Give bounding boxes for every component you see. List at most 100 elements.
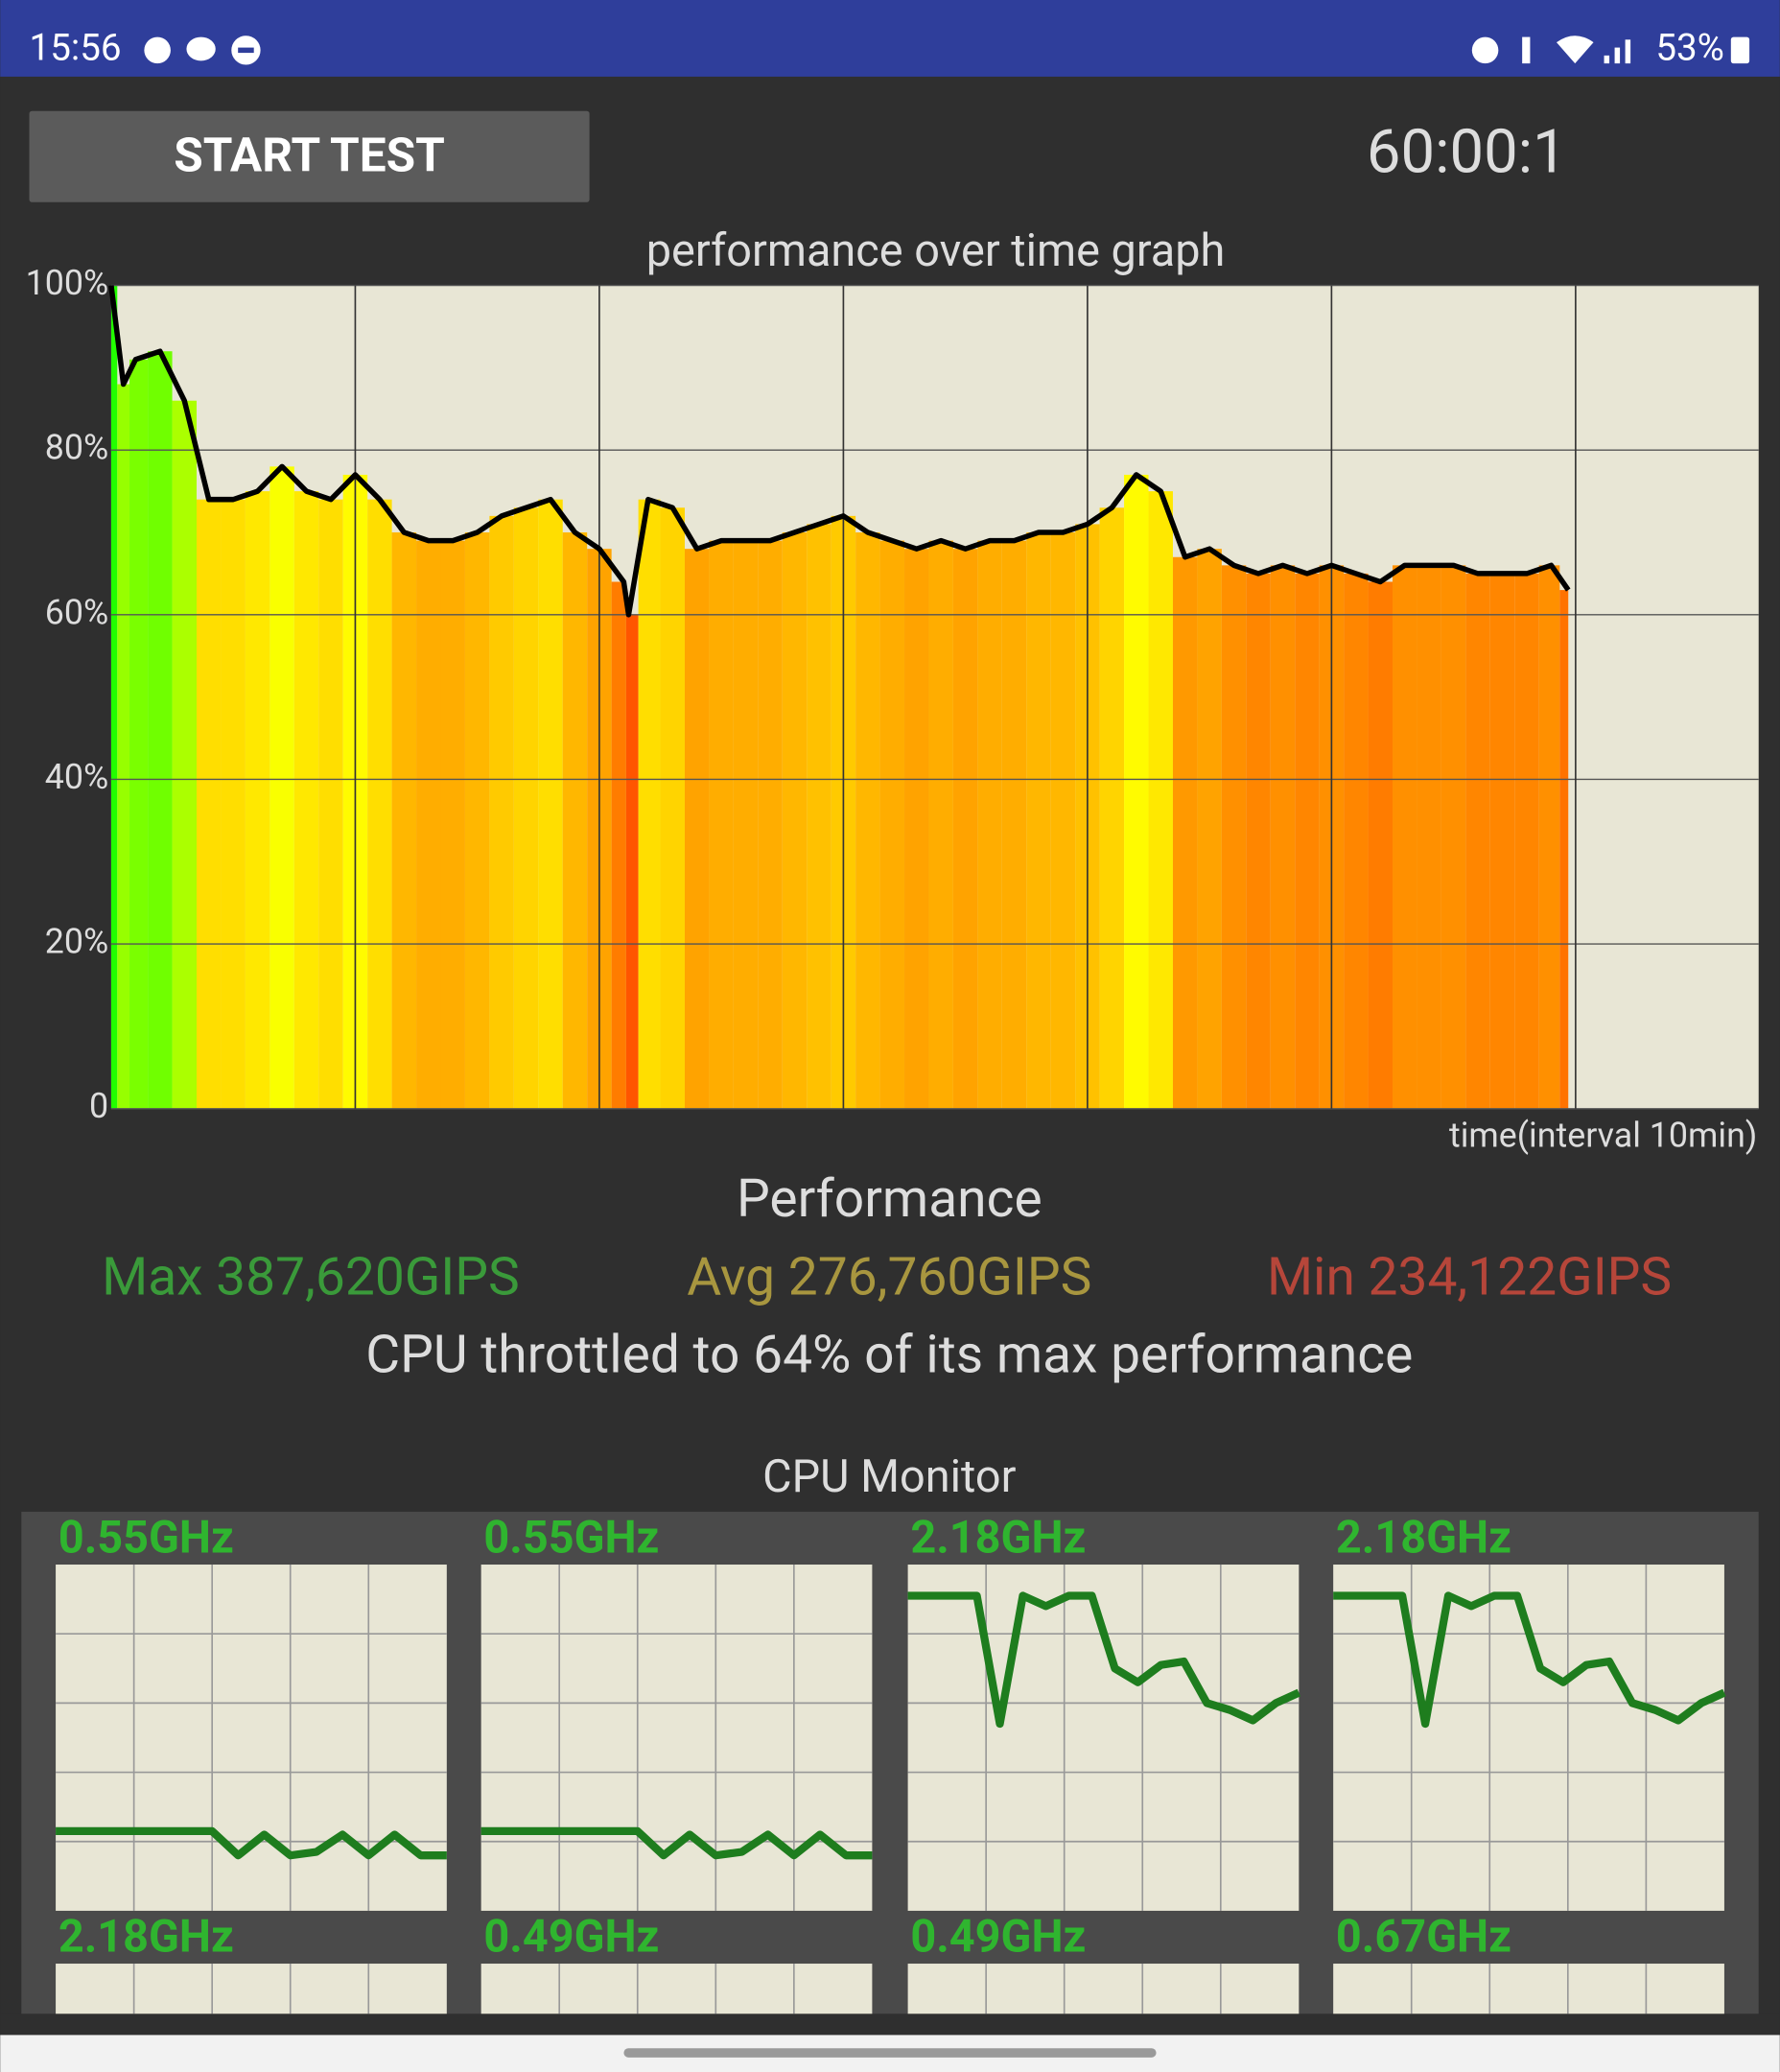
- heat-bar: [709, 540, 734, 1109]
- y-tick-label: 20%: [45, 922, 108, 962]
- core-frequency: 0.55GHz: [59, 1513, 234, 1565]
- heat-bar: [1538, 565, 1560, 1109]
- heat-bar: [660, 507, 685, 1109]
- core-graph: [480, 1565, 873, 1911]
- heat-bar: [1246, 573, 1271, 1109]
- cpu-monitor-title: CPU Monitor: [762, 1451, 1016, 1503]
- heat-bar: [855, 532, 880, 1109]
- grid: [110, 284, 1759, 1110]
- avg-performance: Avg 276,760GIPS: [687, 1246, 1091, 1307]
- cores: 0.55GHz 0.55GHz 2.18GHz 2.18GHz 2.18GHz 0.49G…: [56, 1513, 1726, 2014]
- heat-bar: [221, 499, 246, 1109]
- min-performance: Min 234,122GIPS: [1267, 1246, 1672, 1307]
- heat-bar: [904, 549, 929, 1109]
- heat-bar: [1465, 573, 1490, 1109]
- heat-bar: [758, 540, 783, 1109]
- heat-bar: [1221, 565, 1247, 1109]
- heat-bar: [245, 491, 270, 1109]
- heat-bar: [293, 491, 319, 1109]
- y-tick-label: 40%: [45, 757, 108, 797]
- timer: 60:00:1: [1367, 116, 1567, 187]
- core-graph: [1333, 1565, 1724, 1911]
- panel-bottom: [0, 2013, 1780, 2036]
- heat-bar: [611, 581, 626, 1109]
- heat-bar: [1344, 573, 1369, 1109]
- core-graph: [1333, 1964, 1724, 2014]
- heat-bar: [1295, 573, 1320, 1109]
- core-history-line: [907, 1591, 1301, 1729]
- core-frequency: 2.18GHz: [910, 1513, 1086, 1565]
- heat-bar: [391, 532, 417, 1109]
- heat-bar: [464, 532, 490, 1109]
- heat-bar: [129, 359, 149, 1109]
- heat-bar: [172, 400, 198, 1109]
- status-icons-left: [144, 35, 261, 65]
- heat-bar: [625, 614, 639, 1109]
- heat-bar: [733, 540, 759, 1109]
- status-icons-right: [1471, 35, 1750, 64]
- heat-bar: [148, 351, 173, 1109]
- heat-bar: [684, 549, 710, 1109]
- core-frequency: 2.18GHz: [1336, 1513, 1511, 1565]
- heat-bar: [1368, 581, 1394, 1109]
- core-graph: [56, 1565, 447, 1911]
- core-graph: [56, 1964, 447, 2014]
- y-tick-label: 80%: [45, 428, 108, 468]
- heat-bar: [538, 499, 563, 1109]
- heat-bar: [1050, 532, 1076, 1109]
- heat-bar: [117, 384, 130, 1109]
- heat-bar: [416, 540, 441, 1109]
- start-test-button[interactable]: [29, 110, 590, 202]
- heat-bar: [1393, 565, 1417, 1109]
- heat-bar: [807, 524, 831, 1109]
- heat-bar: [1197, 549, 1222, 1109]
- status-time: 15:56: [30, 27, 122, 70]
- y-tick-label: 60%: [45, 592, 108, 632]
- x-axis-label: time(interval 10min): [1449, 1116, 1757, 1156]
- heat-bar: [1417, 565, 1441, 1109]
- core-frequency: 0.49GHz: [910, 1912, 1086, 1964]
- heat-bar: [1270, 565, 1296, 1109]
- heat-bar: [1172, 556, 1198, 1109]
- core-frequency: 0.55GHz: [483, 1513, 659, 1565]
- core-frequency: 0.67GHz: [1336, 1912, 1511, 1964]
- heat-bar: [110, 285, 118, 1109]
- max-performance: Max 387,620GIPS: [102, 1246, 520, 1307]
- start-test-label[interactable]: START TEST: [174, 128, 445, 183]
- core-history-line: [480, 1826, 873, 1860]
- heat-bar: [1026, 532, 1051, 1109]
- home-indicator[interactable]: [623, 2048, 1157, 2058]
- core-history-line: [56, 1826, 447, 1860]
- heat-bar: [1514, 573, 1539, 1109]
- chart-title: performance over time graph: [646, 225, 1226, 277]
- heat-bar: [197, 499, 222, 1109]
- heat-bar: [638, 499, 661, 1109]
- heat-bar: [489, 515, 514, 1109]
- heat-bar: [513, 507, 539, 1109]
- heat-bar: [1148, 491, 1173, 1109]
- heat-bar: [977, 540, 1002, 1109]
- performance-title: Performance: [737, 1168, 1042, 1230]
- heat-bar: [782, 532, 808, 1109]
- core-graph: [907, 1565, 1300, 1911]
- heat-bar: [1099, 507, 1125, 1109]
- battery-level: 53%: [1655, 27, 1724, 70]
- core-frequency: 0.49GHz: [483, 1912, 659, 1964]
- heat-bar: [269, 466, 294, 1109]
- heat-bar: [318, 499, 343, 1109]
- core-graph: [480, 1964, 873, 2014]
- heat-bar: [562, 532, 588, 1109]
- heat-bar: [879, 540, 905, 1109]
- y-tick-label: 100%: [26, 263, 109, 303]
- heat-bar: [1001, 540, 1027, 1109]
- heat-bar: [367, 499, 392, 1109]
- y-tick-label: 0: [89, 1086, 108, 1126]
- heat-bar: [1124, 474, 1149, 1109]
- status-bar: [0, 0, 1780, 77]
- heat-bar: [952, 549, 978, 1109]
- throttle-summary: CPU throttled to 64% of its max performa…: [365, 1325, 1413, 1386]
- heat-bar: [1440, 565, 1466, 1109]
- heat-bar: [1559, 590, 1569, 1109]
